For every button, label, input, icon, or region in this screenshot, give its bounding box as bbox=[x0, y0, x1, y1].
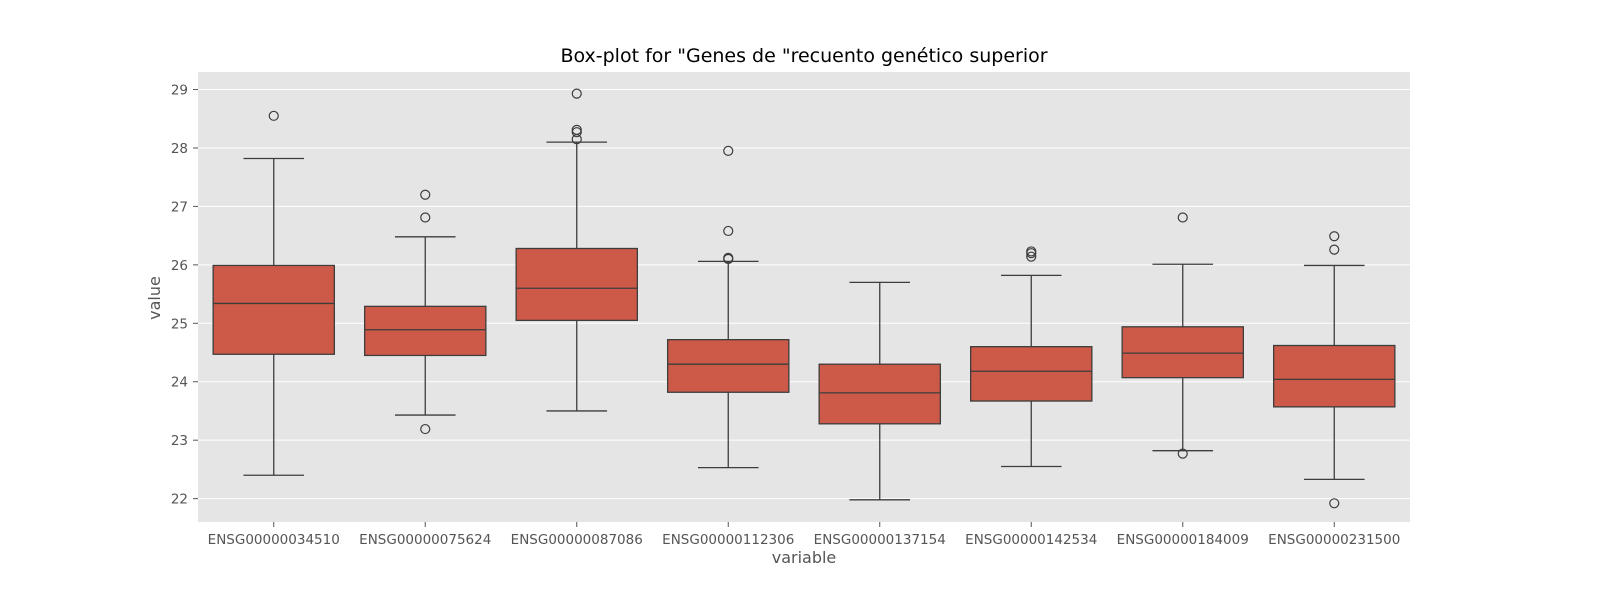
box-iqr bbox=[212, 264, 335, 355]
boxes bbox=[212, 88, 1396, 509]
x-tick-label: ENSG00000034510 bbox=[208, 532, 340, 548]
plot-area bbox=[198, 72, 1410, 522]
outlier-point bbox=[571, 88, 582, 99]
outlier-point bbox=[1177, 448, 1188, 459]
outlier-point bbox=[723, 145, 734, 156]
box-group bbox=[212, 110, 335, 476]
outlier-point bbox=[723, 253, 734, 265]
x-tick-label: ENSG00000087086 bbox=[511, 532, 643, 548]
box-group bbox=[1273, 231, 1396, 509]
outlier-point bbox=[420, 189, 431, 200]
y-tick-label: 29 bbox=[171, 83, 188, 99]
outlier-point bbox=[571, 127, 582, 138]
box-iqr bbox=[667, 339, 790, 393]
x-tick-label: ENSG00000142534 bbox=[965, 532, 1097, 548]
box-iqr bbox=[970, 346, 1093, 402]
chart-title: Box-plot for "Genes de "recuento genétic… bbox=[560, 45, 1047, 67]
y-tick-label: 23 bbox=[171, 433, 188, 449]
y-tick-label: 25 bbox=[171, 316, 188, 332]
x-tick-label: ENSG00000184009 bbox=[1117, 532, 1249, 548]
outlier-point bbox=[420, 212, 431, 223]
outlier-point bbox=[1026, 248, 1037, 259]
box-group bbox=[515, 88, 639, 412]
x-tick-label: ENSG00000112306 bbox=[662, 532, 794, 548]
y-tick-label: 28 bbox=[171, 141, 188, 157]
y-axis-label: value bbox=[145, 276, 164, 320]
outlier-point bbox=[1329, 231, 1340, 242]
x-tick-label: ENSG00000075624 bbox=[359, 532, 491, 548]
box-group bbox=[818, 281, 942, 501]
x-tick-label: ENSG00000137154 bbox=[814, 532, 946, 548]
x-axis-ticks: ENSG00000034510 ENSG00000075624 ENSG000000… bbox=[208, 522, 1400, 548]
outlier-point bbox=[420, 423, 431, 435]
box-iqr bbox=[818, 363, 942, 425]
y-tick-label: 26 bbox=[171, 258, 188, 274]
outlier-point bbox=[571, 134, 582, 145]
box-iqr bbox=[515, 247, 639, 322]
outlier-point bbox=[1329, 244, 1340, 255]
box-iqr bbox=[363, 305, 487, 357]
x-axis-label: variable bbox=[772, 548, 837, 567]
outlier-point bbox=[723, 225, 734, 237]
x-tick-label: ENSG00000231500 bbox=[1268, 532, 1400, 548]
y-tick-label: 24 bbox=[171, 375, 188, 391]
box-iqr bbox=[1273, 344, 1396, 408]
outlier-point bbox=[1026, 251, 1037, 262]
outlier-point bbox=[1329, 498, 1340, 509]
box-group bbox=[1121, 212, 1245, 459]
y-axis-ticks: 22 23 24 25 26 27 28 29 bbox=[171, 83, 198, 508]
box-iqr bbox=[1121, 326, 1245, 379]
box-group bbox=[970, 246, 1093, 468]
box-group bbox=[363, 189, 487, 435]
y-tick-label: 22 bbox=[171, 492, 188, 508]
outlier-point bbox=[1177, 212, 1188, 223]
outlier-point bbox=[268, 110, 279, 121]
y-tick-label: 27 bbox=[171, 199, 188, 215]
box-group bbox=[667, 145, 790, 469]
